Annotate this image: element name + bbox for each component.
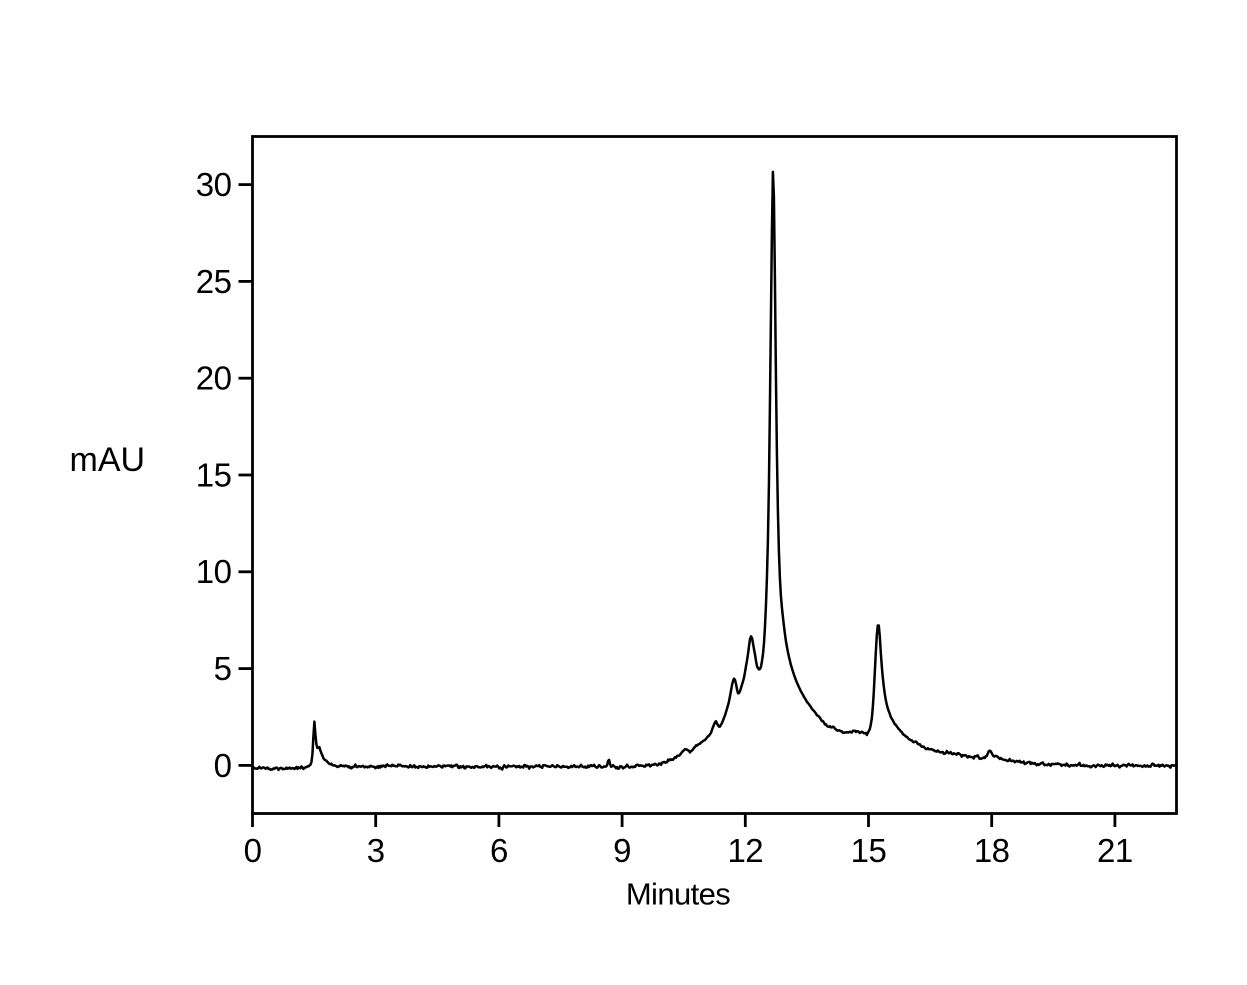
svg-text:9: 9	[613, 832, 631, 869]
svg-text:0: 0	[214, 747, 232, 784]
svg-text:mAU: mAU	[70, 441, 146, 479]
svg-text:21: 21	[1097, 832, 1133, 869]
svg-text:25: 25	[196, 263, 232, 300]
svg-text:5: 5	[214, 650, 232, 687]
svg-text:12: 12	[727, 832, 763, 869]
svg-text:30: 30	[196, 166, 232, 203]
svg-text:0: 0	[244, 832, 262, 869]
svg-text:6: 6	[490, 832, 508, 869]
svg-text:15: 15	[851, 832, 887, 869]
svg-text:3: 3	[367, 832, 385, 869]
svg-text:18: 18	[974, 832, 1010, 869]
svg-text:10: 10	[196, 553, 232, 590]
svg-text:15: 15	[196, 456, 232, 493]
svg-text:20: 20	[196, 360, 232, 397]
svg-text:Minutes: Minutes	[626, 877, 730, 912]
